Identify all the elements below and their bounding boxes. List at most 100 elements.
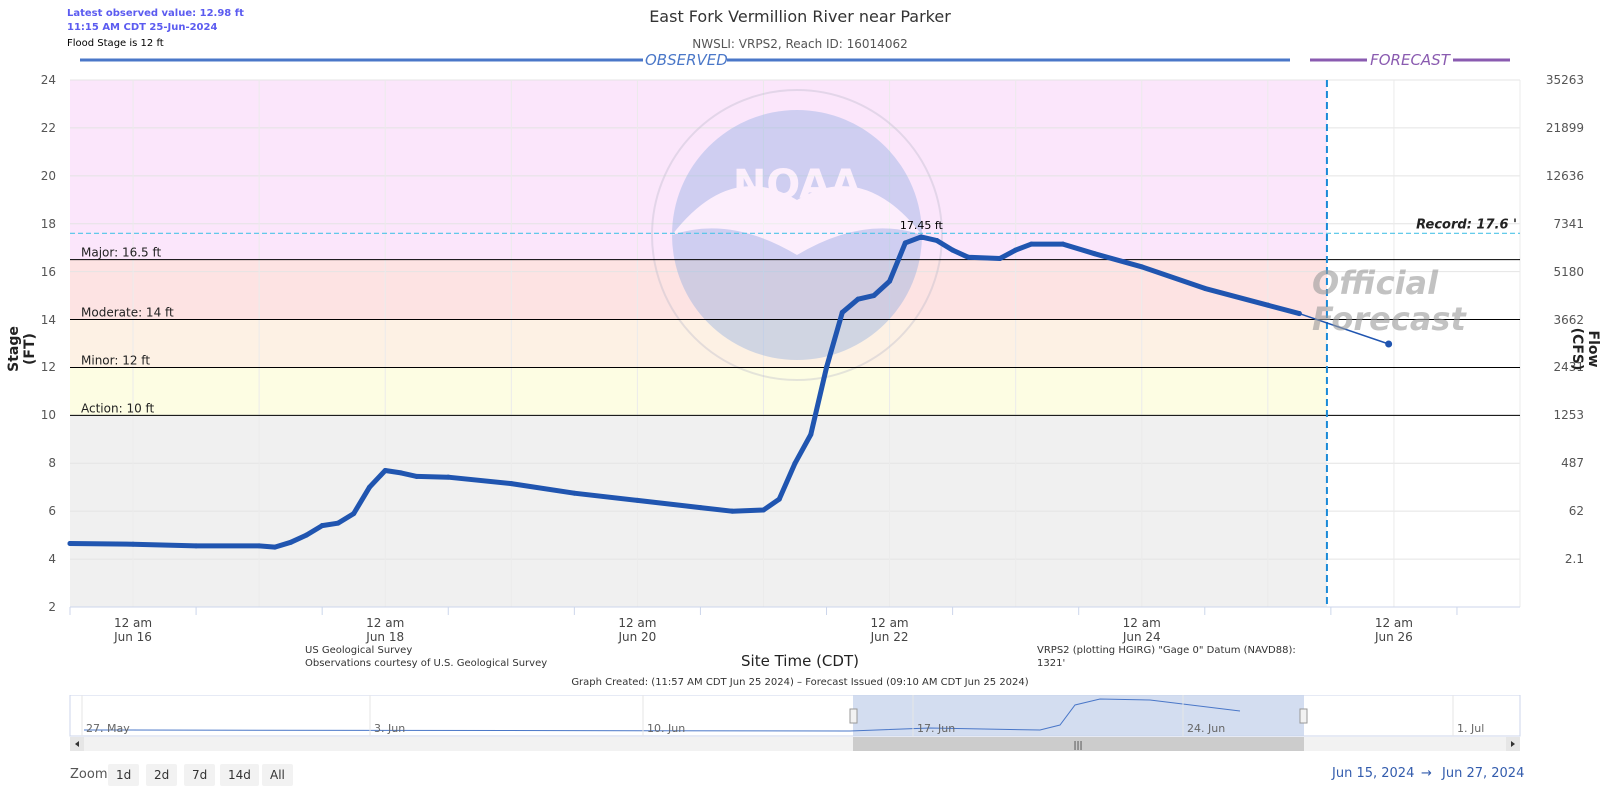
y-tick-label: 4 [48,552,56,567]
observed-point [918,234,924,240]
observed-point [67,541,73,547]
observed-point [398,470,404,476]
noaa-logo-text: NOAA [733,162,861,208]
observed-point [950,247,956,253]
observed-point [776,496,782,502]
observed-point [445,474,451,480]
observed-point [808,432,814,438]
observed-point [256,543,262,549]
observed-point [1139,264,1145,270]
y-tick-label: 6 [48,504,56,519]
section-banners [80,58,1510,62]
source-line2: Observations courtesy of U.S. Geological… [305,658,548,669]
x-tick-label: 12 am Jun 22 [870,616,909,644]
range-to[interactable]: Jun 27, 2024 [1442,766,1525,781]
y2-tick-label: 487 [1561,456,1584,471]
observed-point [366,484,372,490]
threshold-label: Moderate: 14 ft [81,306,174,320]
y2-axis-title: Flow (CFS) [1569,327,1600,371]
threshold-label: Minor: 12 ft [81,353,150,367]
observed-point [934,237,940,243]
navigator-right-handle[interactable] [1299,708,1308,724]
observed-banner: OBSERVED [645,51,728,69]
navigator-date-label: 1. Jul [1457,722,1485,735]
observed-point [792,460,798,466]
observed-point [965,254,971,260]
zoom-label: Zoom [70,767,108,782]
graph-created: Graph Created: (11:57 AM CDT Jun 25 2024… [571,677,1029,688]
y-axis-title: Stage (FT) [6,326,38,372]
range-from[interactable]: Jun 15, 2024 [1332,766,1415,781]
observed-point [887,278,893,284]
y2-tick-label: 21899 [1545,120,1584,135]
navigator-left-handle[interactable] [849,708,858,724]
observed-point [760,507,766,513]
zoom-2d-button[interactable]: 2d [146,764,178,786]
observed-point [303,532,309,538]
observed-point [414,473,420,479]
zoom-7d-button[interactable]: 7d [184,764,216,786]
observed-point [1091,251,1097,257]
forecast-banner: FORECAST [1370,51,1450,69]
zoom-all-button[interactable]: All [262,764,293,786]
x-axis-title: Site Time (CDT) [741,652,859,670]
source-line1: US Geological Survey [305,645,413,656]
scrollbar-thumb[interactable] [853,737,1304,751]
band-minor [70,319,1327,368]
navigator-date-label: 10. Jun [647,722,686,735]
observed-point [571,490,577,496]
y-tick-label: 18 [40,216,56,231]
official-forecast-watermark: Official Forecast [1312,265,1466,337]
observed-point [1296,311,1302,317]
observed-point [335,520,341,526]
y-tick-label: 24 [40,73,56,87]
y-tick-label: 8 [48,456,56,471]
threshold-label: Action: 10 ft [81,401,155,415]
zoom-14d-button[interactable]: 14d [220,764,259,786]
band-major [70,80,1327,260]
x-tick-label: 12 am Jun 16 [113,616,153,644]
navigator-selection [853,695,1304,736]
latest-value: Latest observed value: 12.98 ft [67,8,244,19]
observed-point [997,255,1003,261]
y2-tick-label: 2431 [1553,360,1584,375]
observed-point [902,240,908,246]
zoom-1d-button[interactable]: 1d [108,764,140,786]
threshold-label: Major: 16.5 ft [81,246,162,260]
observed-point [634,497,640,503]
y-tick-label: 12 [40,360,56,375]
y-tick-label: 16 [40,264,56,279]
observed-point [1028,241,1034,247]
observed-point [319,523,325,529]
forecast-series-line [1299,312,1389,345]
official-forecast-word1: Official [1312,264,1439,302]
navigator-date-label: 17. Jun [917,722,956,735]
observed-point [871,293,877,299]
observed-point [824,364,830,370]
y2-tick-label: 62 [1568,504,1584,519]
datum-line2: 1321' [1037,658,1066,669]
y2-tick-label: 35263 [1545,73,1584,87]
band-moderate [70,259,1327,320]
flood-stage-note: Flood Stage is 12 ft [67,38,164,49]
x-tick-label: 12 am Jun 20 [618,616,657,644]
navigator[interactable]: ||| [0,695,1600,755]
arrow-right-icon [1511,741,1515,747]
svg-text:|||: ||| [1073,741,1082,751]
navigator-date-label: 27. May [86,722,130,735]
flood-bands [70,80,1327,607]
observed-point [272,544,278,550]
observed-point [130,541,136,547]
observed-point [288,539,294,545]
series-layer: 17.45 ft [67,219,1393,550]
datum-line1: VRPS2 (plotting HGIRG) "Gage 0" Datum (N… [1037,645,1296,656]
y-tick-label: 2 [48,600,56,614]
observed-point [1265,302,1271,308]
y2-tick-label: 1253 [1553,408,1584,423]
observed-point [697,505,703,511]
navigator-date-label: 3. Jun [374,722,406,735]
observed-point [508,481,514,487]
y-tick-label: 14 [40,312,56,327]
observed-point [839,309,845,315]
